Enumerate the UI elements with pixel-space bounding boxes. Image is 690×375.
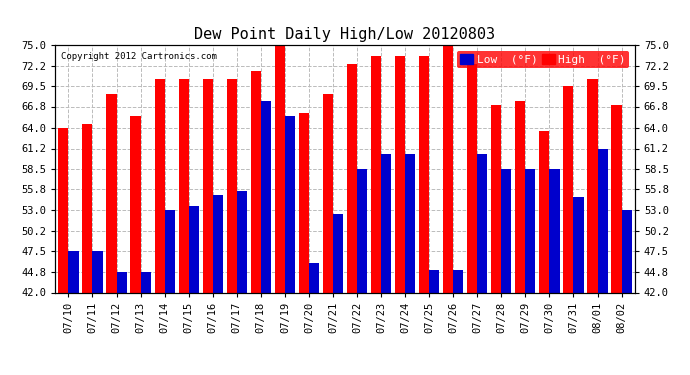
- Bar: [587, 79, 598, 375]
- Bar: [515, 101, 525, 375]
- Bar: [419, 56, 429, 375]
- Bar: [237, 191, 247, 375]
- Title: Dew Point Daily High/Low 20120803: Dew Point Daily High/Low 20120803: [195, 27, 495, 42]
- Bar: [563, 86, 573, 375]
- Bar: [68, 251, 79, 375]
- Bar: [130, 116, 141, 375]
- Bar: [59, 128, 68, 375]
- Bar: [117, 272, 127, 375]
- Bar: [347, 64, 357, 375]
- Bar: [525, 169, 535, 375]
- Bar: [405, 154, 415, 375]
- Bar: [357, 169, 367, 375]
- Bar: [598, 148, 608, 375]
- Bar: [275, 45, 285, 375]
- Bar: [502, 169, 511, 375]
- Bar: [477, 154, 487, 375]
- Bar: [82, 124, 92, 375]
- Bar: [179, 79, 188, 375]
- Text: Copyright 2012 Cartronics.com: Copyright 2012 Cartronics.com: [61, 53, 217, 62]
- Bar: [467, 64, 477, 375]
- Bar: [540, 131, 549, 375]
- Bar: [611, 105, 622, 375]
- Bar: [371, 56, 381, 375]
- Bar: [165, 210, 175, 375]
- Bar: [491, 105, 502, 375]
- Bar: [573, 196, 584, 375]
- Bar: [250, 71, 261, 375]
- Bar: [443, 41, 453, 375]
- Bar: [141, 272, 150, 375]
- Bar: [309, 262, 319, 375]
- Bar: [213, 195, 223, 375]
- Bar: [381, 154, 391, 375]
- Bar: [285, 116, 295, 375]
- Bar: [261, 101, 271, 375]
- Bar: [333, 214, 343, 375]
- Bar: [155, 79, 165, 375]
- Bar: [323, 94, 333, 375]
- Bar: [106, 94, 117, 375]
- Bar: [203, 79, 213, 375]
- Bar: [429, 270, 440, 375]
- Bar: [92, 251, 103, 375]
- Bar: [395, 56, 405, 375]
- Bar: [622, 210, 631, 375]
- Bar: [227, 79, 237, 375]
- Bar: [549, 169, 560, 375]
- Bar: [188, 206, 199, 375]
- Legend: Low  (°F), High  (°F): Low (°F), High (°F): [457, 51, 629, 68]
- Bar: [299, 112, 309, 375]
- Bar: [453, 270, 463, 375]
